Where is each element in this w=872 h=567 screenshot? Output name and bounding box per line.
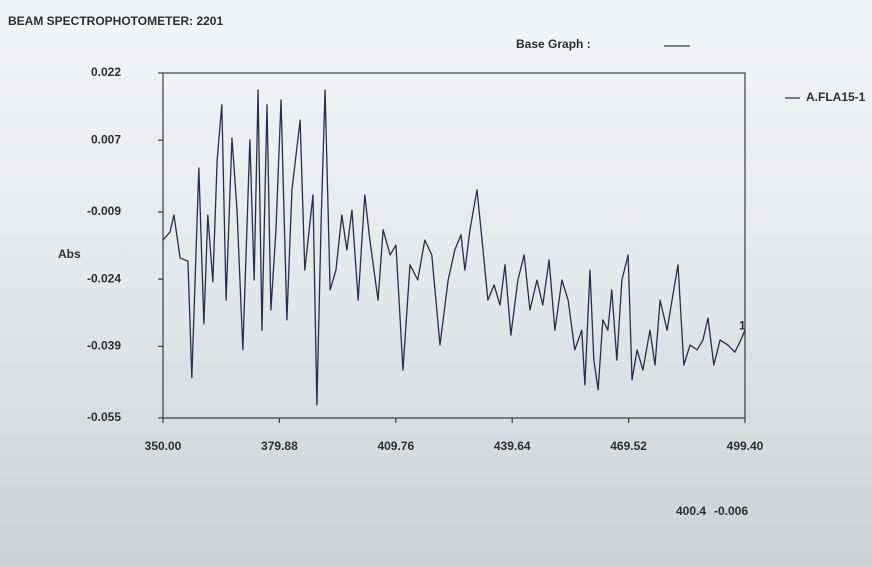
readout-x: 400.4 xyxy=(676,504,706,518)
x-tick-label: 350.00 xyxy=(145,439,182,453)
readout-y: -0.006 xyxy=(714,504,748,518)
y-tick-label: -0.055 xyxy=(87,410,121,424)
y-tick-label: 0.022 xyxy=(91,65,121,79)
base-graph-label: Base Graph : xyxy=(516,37,591,51)
line-annotation: 1 xyxy=(739,318,746,332)
screen: BEAM SPECTROPHOTOMETER: 2201 Base Graph … xyxy=(0,0,872,567)
x-tick-label: 499.40 xyxy=(727,439,764,453)
x-tick-label: 409.76 xyxy=(377,439,414,453)
x-tick-label: 469.52 xyxy=(610,439,647,453)
background xyxy=(0,0,872,567)
x-tick-label: 439.64 xyxy=(494,439,531,453)
y-tick-label: 0.007 xyxy=(91,132,121,146)
y-axis-label: Abs xyxy=(58,247,81,261)
app-title: BEAM SPECTROPHOTOMETER: 2201 xyxy=(8,14,223,28)
x-tick-label: 379.88 xyxy=(261,439,298,453)
y-tick-label: -0.024 xyxy=(87,271,121,285)
y-tick-label: -0.009 xyxy=(87,204,121,218)
legend-label: A.FLA15-1 xyxy=(806,90,866,104)
y-tick-label: -0.039 xyxy=(87,338,121,352)
